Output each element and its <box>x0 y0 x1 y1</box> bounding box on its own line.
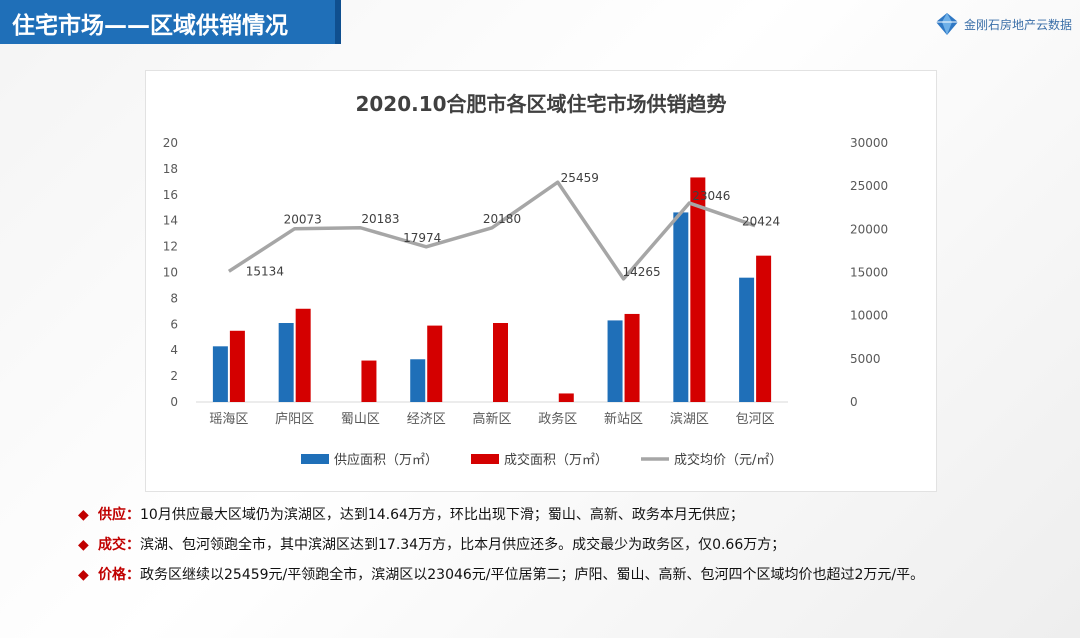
y-left-tick-label: 0 <box>170 395 178 409</box>
price-data-label: 15134 <box>246 264 284 278</box>
deal-bar <box>624 313 640 402</box>
deal-bar <box>756 255 772 402</box>
x-tick-label: 新站区 <box>604 411 643 427</box>
legend-label: 供应面积（万㎡） <box>334 452 438 468</box>
chart-title: 2020.10合肥市各区域住宅市场供销趋势 <box>355 92 726 116</box>
legend-label: 成交面积（万㎡） <box>504 452 608 468</box>
note-label: 成交： <box>98 537 140 553</box>
note-label: 价格： <box>98 567 140 583</box>
y-right-tick-label: 25000 <box>850 179 888 193</box>
diamond-bullet-icon: ◆ <box>78 537 89 553</box>
y-left-tick-label: 6 <box>170 317 178 331</box>
y-left-tick-label: 20 <box>163 136 178 150</box>
y-right-tick-label: 30000 <box>850 136 888 150</box>
note-text: 政务区继续以25459元/平领跑全市，滨湖区以23046元/平位居第二；庐阳、蜀… <box>140 567 925 583</box>
deal-bar <box>558 393 574 402</box>
supply-bar <box>410 359 426 402</box>
note-deal: ◆ 成交： 滨湖、包河领跑全市，其中滨湖区达到17.34万方，比本月供应还多。成… <box>78 535 1008 556</box>
y-right-tick-label: 10000 <box>850 309 888 323</box>
x-tick-label: 高新区 <box>472 411 511 427</box>
legend-label: 成交均价（元/㎡） <box>674 452 782 468</box>
supply-bar <box>278 323 294 402</box>
deal-bar <box>690 177 706 402</box>
deal-bar <box>427 325 443 402</box>
diamond-logo-icon <box>935 13 958 35</box>
x-tick-label: 经济区 <box>407 412 446 427</box>
price-data-label: 23046 <box>692 189 730 203</box>
price-data-label: 20180 <box>483 212 521 226</box>
y-left-tick-label: 2 <box>170 369 178 383</box>
note-label: 供应： <box>98 507 140 523</box>
price-data-label: 14265 <box>622 265 660 279</box>
price-line <box>227 180 756 281</box>
logo-text: 金刚石房地产云数据 <box>963 17 1072 32</box>
note-text: 滨湖、包河领跑全市，其中滨湖区达到17.34万方，比本月供应还多。成交最少为政务… <box>140 537 786 553</box>
chart-card: 2020.10合肥市各区域住宅市场供销趋势 0 2 4 6 8 10 12 14 16 18 20 0 5… <box>145 70 937 492</box>
price-data-label: 20073 <box>284 213 322 227</box>
price-data-label: 17974 <box>403 231 441 245</box>
supply-bar <box>673 212 689 402</box>
supply-bar <box>212 346 228 402</box>
y-right-tick-label: 5000 <box>850 352 881 366</box>
y-left-tick-label: 18 <box>163 162 178 176</box>
price-data-label: 25459 <box>561 171 599 185</box>
notes-list: ◆ 供应： 10月供应最大区域仍为滨湖区，达到14.64万方，环比出现下滑；蜀山… <box>78 505 1008 595</box>
supply-bar <box>607 320 623 402</box>
deal-bar <box>229 330 245 402</box>
legend-deal-swatch <box>471 454 499 464</box>
diamond-bullet-icon: ◆ <box>78 567 89 583</box>
diamond-bullet-icon: ◆ <box>78 507 89 523</box>
chart: 2020.10合肥市各区域住宅市场供销趋势 0 2 4 6 8 10 12 14 16 18 20 0 5… <box>163 92 888 468</box>
y-left-tick-label: 14 <box>163 214 178 228</box>
y-right-tick-label: 20000 <box>850 222 888 236</box>
supply-bar <box>739 277 755 402</box>
x-tick-label: 政务区 <box>538 411 577 427</box>
deal-bar <box>295 308 311 402</box>
x-tick-label: 包河区 <box>736 412 775 427</box>
y-left-tick-label: 8 <box>170 291 178 305</box>
y-left-tick-label: 4 <box>170 343 178 357</box>
price-data-label: 20183 <box>361 212 399 226</box>
y-left-tick-label: 10 <box>163 266 178 280</box>
note-text: 10月供应最大区域仍为滨湖区，达到14.64万方，环比出现下滑；蜀山、高新、政务… <box>140 507 744 523</box>
legend-supply-swatch <box>301 454 329 464</box>
deal-bar <box>493 323 508 402</box>
y-left-tick-label: 12 <box>163 240 178 254</box>
logo: 金刚石房地产云数据 <box>934 10 1072 38</box>
page-title: 住宅市场——区域供销情况 <box>12 13 288 39</box>
deal-bar <box>361 360 377 402</box>
x-tick-label: 庐阳区 <box>275 412 314 427</box>
header-bar: 住宅市场——区域供销情况 <box>0 0 341 44</box>
note-supply: ◆ 供应： 10月供应最大区域仍为滨湖区，达到14.64万方，环比出现下滑；蜀山… <box>78 505 1008 526</box>
note-price: ◆ 价格： 政务区继续以25459元/平领跑全市，滨湖区以23046元/平位居第… <box>78 565 1008 586</box>
y-right-tick-label: 0 <box>850 395 858 409</box>
x-tick-label: 滨湖区 <box>670 411 709 427</box>
y-right-tick-label: 15000 <box>850 266 888 280</box>
price-data-label: 20424 <box>742 215 780 229</box>
x-tick-label: 瑶海区 <box>209 412 248 427</box>
y-left-tick-label: 16 <box>163 188 178 202</box>
x-tick-label: 蜀山区 <box>341 412 380 427</box>
